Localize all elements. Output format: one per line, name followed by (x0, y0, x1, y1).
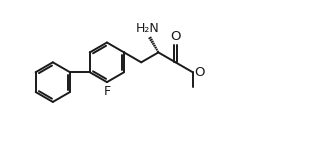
Text: F: F (103, 85, 111, 98)
Text: H₂N: H₂N (136, 22, 160, 35)
Text: O: O (170, 30, 181, 43)
Text: O: O (194, 66, 205, 79)
